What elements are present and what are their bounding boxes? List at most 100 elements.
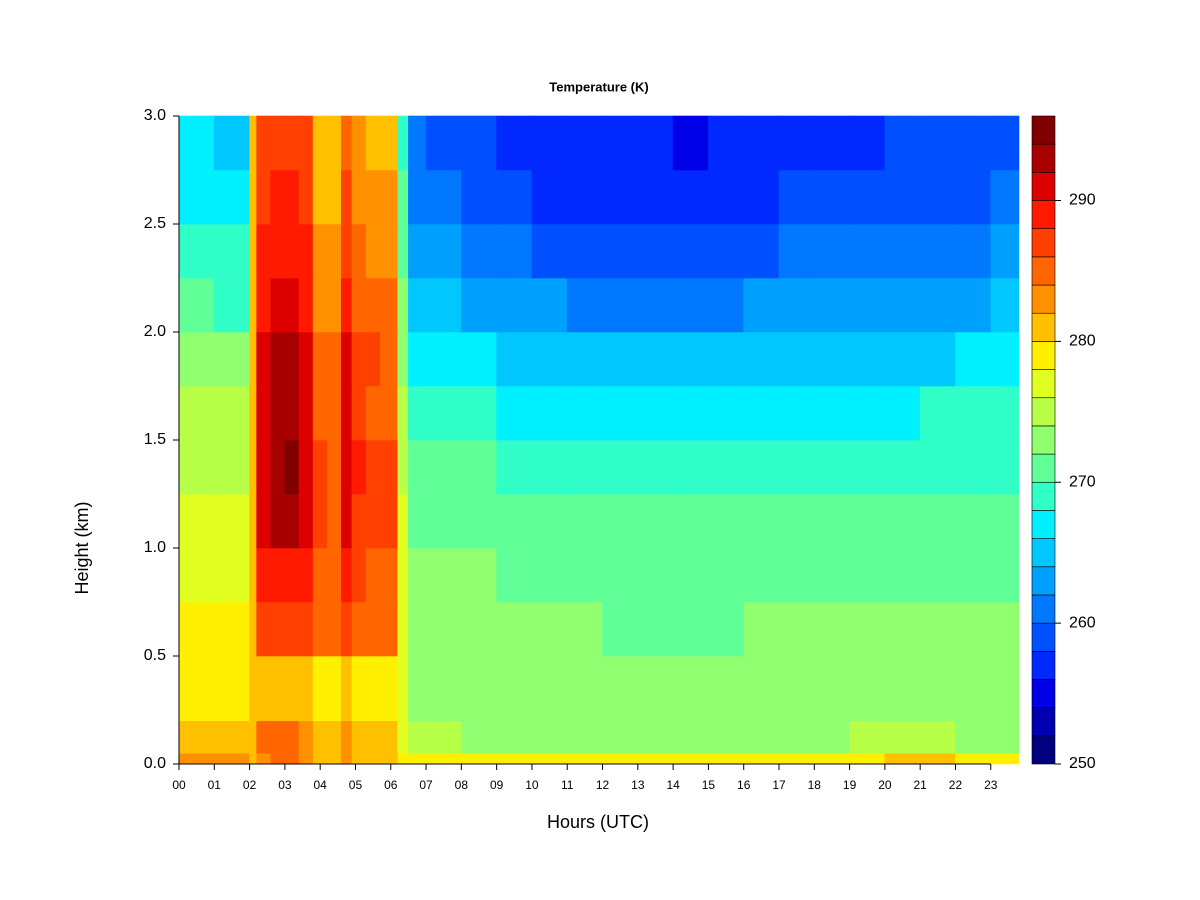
- x-tick-label: 13: [631, 778, 645, 792]
- heatmap-cell: [955, 169, 992, 225]
- heatmap-cell: [496, 385, 533, 441]
- heatmap-cell: [213, 439, 250, 495]
- heatmap-cell: [213, 720, 250, 754]
- heatmap-cell: [341, 720, 353, 754]
- heatmap-cell: [602, 385, 639, 441]
- heatmap-cell: [312, 277, 328, 333]
- heatmap-cell: [531, 493, 568, 549]
- heatmap-cell: [256, 720, 272, 754]
- heatmap-cell: [496, 601, 533, 657]
- heatmap-cell: [341, 115, 353, 171]
- heatmap-cell: [461, 601, 497, 657]
- heatmap-cell: [531, 115, 568, 171]
- heatmap-cell: [249, 720, 257, 754]
- heatmap-cell: [813, 655, 850, 722]
- heatmap-cell: [256, 223, 272, 279]
- heatmap-cell: [990, 385, 1020, 441]
- heatmap-cell: [496, 115, 533, 171]
- heatmap-cell: [365, 493, 381, 549]
- heatmap-cell: [990, 547, 1020, 603]
- heatmap-cell: [708, 115, 745, 171]
- heatmap-cell: [566, 439, 603, 495]
- heatmap-cell: [270, 169, 286, 225]
- heatmap-cell: [284, 223, 300, 279]
- heatmap-cell: [778, 331, 815, 387]
- heatmap-cell: [566, 655, 603, 722]
- heatmap-cell: [397, 331, 409, 387]
- heatmap-cell: [178, 223, 215, 279]
- heatmap-cell: [379, 223, 399, 279]
- heatmap-cell: [531, 331, 568, 387]
- heatmap-cell: [602, 547, 639, 603]
- heatmap-cell: [708, 331, 745, 387]
- heatmap-cell: [602, 601, 639, 657]
- heatmap-cell: [425, 223, 462, 279]
- x-tick-label: 05: [349, 778, 363, 792]
- heatmap-cell: [178, 547, 215, 603]
- heatmap-cell: [312, 601, 328, 657]
- heatmap-cell: [178, 439, 215, 495]
- heatmap-cell: [298, 439, 314, 495]
- heatmap-cell: [365, 115, 381, 171]
- heatmap-cell: [884, 439, 921, 495]
- heatmap-cell: [312, 385, 328, 441]
- heatmap-cell: [672, 277, 709, 333]
- heatmap-cell: [365, 752, 381, 765]
- heatmap-cell: [566, 385, 603, 441]
- heatmap-cell: [341, 169, 353, 225]
- heatmap-cell: [256, 115, 272, 171]
- heatmap-cell: [341, 547, 353, 603]
- heatmap-cell: [397, 752, 409, 765]
- heatmap-cell: [284, 547, 300, 603]
- heatmap-cell: [341, 752, 353, 765]
- heatmap-cell: [672, 752, 709, 765]
- heatmap-cell: [178, 493, 215, 549]
- heatmap-cell: [461, 223, 497, 279]
- heatmap-cell: [461, 115, 497, 171]
- heatmap-cell: [778, 439, 815, 495]
- heatmap-cell: [351, 439, 367, 495]
- heatmap-cell: [397, 115, 409, 171]
- x-tick-label: 16: [737, 778, 751, 792]
- heatmap-cell: [672, 655, 709, 722]
- heatmap-cell: [365, 277, 381, 333]
- heatmap-cell: [990, 601, 1020, 657]
- heatmap-cell: [496, 223, 533, 279]
- heatmap-cell: [955, 331, 992, 387]
- heatmap-cell: [919, 385, 956, 441]
- x-axis-label: Hours (UTC): [547, 812, 649, 832]
- heatmap-cell: [249, 547, 257, 603]
- y-tick-label: 2.5: [144, 215, 166, 232]
- heatmap-cell: [379, 115, 399, 171]
- heatmap-cell: [397, 493, 409, 549]
- heatmap-cell: [461, 331, 497, 387]
- heatmap-cell: [351, 655, 367, 722]
- heatmap-cell: [461, 277, 497, 333]
- heatmap-cell: [813, 277, 850, 333]
- heatmap-cell: [955, 115, 992, 171]
- heatmap-cell: [213, 655, 250, 722]
- heatmap-cell: [884, 655, 921, 722]
- x-tick-label: 19: [843, 778, 857, 792]
- y-tick-label: 2.0: [144, 323, 166, 340]
- heatmap-cell: [284, 655, 300, 722]
- heatmap-cell: [849, 601, 886, 657]
- heatmap-cell: [849, 169, 886, 225]
- colorbar-box: [1031, 679, 1056, 708]
- x-tick-label: 23: [984, 778, 998, 792]
- heatmap-cell: [365, 385, 381, 441]
- y-axis-label: Height (km): [72, 501, 92, 594]
- heatmap-cell: [919, 493, 956, 549]
- heatmap-cell: [178, 277, 215, 333]
- heatmap-cell: [672, 331, 709, 387]
- x-tick-label: 03: [278, 778, 292, 792]
- heatmap-cell: [298, 601, 314, 657]
- heatmap-cell: [919, 720, 956, 754]
- heatmap-cell: [365, 655, 381, 722]
- heatmap-cell: [365, 169, 381, 225]
- heatmap-cell: [531, 169, 568, 225]
- colorbar-box: [1031, 200, 1056, 229]
- heatmap-cell: [249, 331, 257, 387]
- heatmap-cell: [351, 115, 367, 171]
- heatmap-cell: [312, 439, 328, 495]
